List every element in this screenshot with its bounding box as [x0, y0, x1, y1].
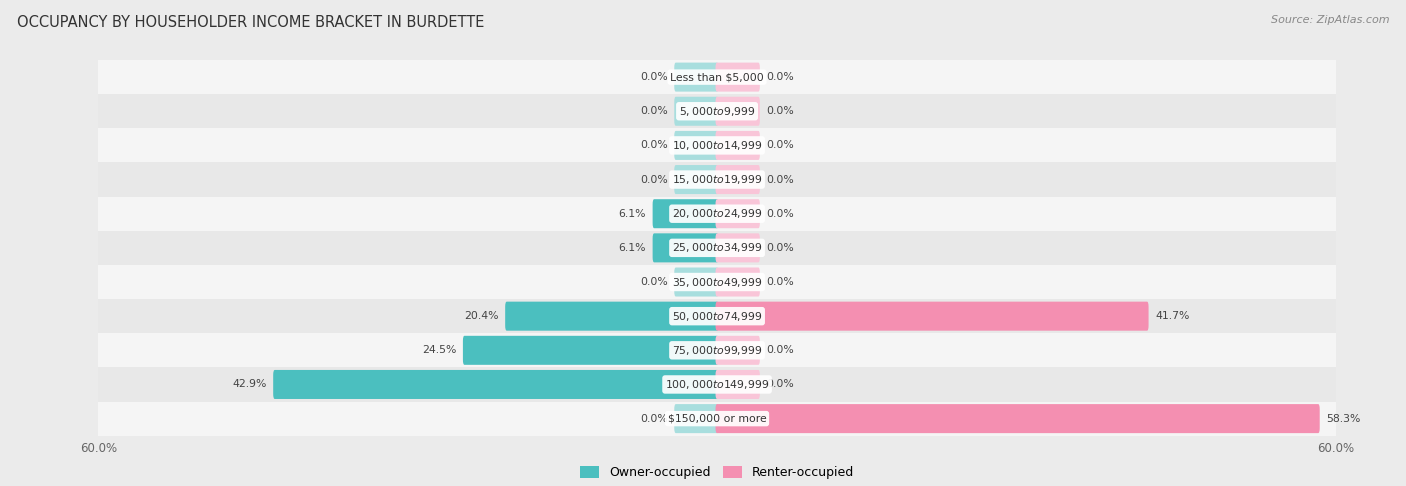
- Text: 0.0%: 0.0%: [766, 140, 794, 150]
- Text: 0.0%: 0.0%: [766, 106, 794, 116]
- Text: 42.9%: 42.9%: [232, 380, 267, 389]
- FancyBboxPatch shape: [675, 97, 718, 126]
- FancyBboxPatch shape: [652, 233, 718, 262]
- FancyBboxPatch shape: [716, 97, 759, 126]
- FancyBboxPatch shape: [716, 370, 759, 399]
- Text: OCCUPANCY BY HOUSEHOLDER INCOME BRACKET IN BURDETTE: OCCUPANCY BY HOUSEHOLDER INCOME BRACKET …: [17, 15, 484, 30]
- Text: 20.4%: 20.4%: [464, 311, 499, 321]
- FancyBboxPatch shape: [463, 336, 718, 365]
- Bar: [77, 367, 1357, 401]
- FancyBboxPatch shape: [716, 199, 759, 228]
- Text: 0.0%: 0.0%: [766, 243, 794, 253]
- Text: $15,000 to $19,999: $15,000 to $19,999: [672, 173, 762, 186]
- Text: 0.0%: 0.0%: [766, 72, 794, 82]
- Bar: [77, 197, 1357, 231]
- Text: 0.0%: 0.0%: [640, 277, 668, 287]
- Legend: Owner-occupied, Renter-occupied: Owner-occupied, Renter-occupied: [575, 461, 859, 484]
- Text: 0.0%: 0.0%: [766, 346, 794, 355]
- FancyBboxPatch shape: [716, 233, 759, 262]
- Text: 0.0%: 0.0%: [766, 277, 794, 287]
- Text: 0.0%: 0.0%: [766, 174, 794, 185]
- Bar: [77, 60, 1357, 94]
- Text: Source: ZipAtlas.com: Source: ZipAtlas.com: [1271, 15, 1389, 25]
- Text: 58.3%: 58.3%: [1326, 414, 1361, 424]
- Bar: [77, 94, 1357, 128]
- FancyBboxPatch shape: [716, 165, 759, 194]
- Text: 0.0%: 0.0%: [766, 208, 794, 219]
- Text: $35,000 to $49,999: $35,000 to $49,999: [672, 276, 762, 289]
- Text: 6.1%: 6.1%: [619, 243, 645, 253]
- FancyBboxPatch shape: [675, 404, 718, 433]
- Text: $25,000 to $34,999: $25,000 to $34,999: [672, 242, 762, 254]
- Text: $10,000 to $14,999: $10,000 to $14,999: [672, 139, 762, 152]
- Text: 0.0%: 0.0%: [766, 380, 794, 389]
- Text: $5,000 to $9,999: $5,000 to $9,999: [679, 105, 755, 118]
- Bar: [77, 333, 1357, 367]
- FancyBboxPatch shape: [675, 165, 718, 194]
- Text: Less than $5,000: Less than $5,000: [671, 72, 763, 82]
- Text: $100,000 to $149,999: $100,000 to $149,999: [665, 378, 769, 391]
- FancyBboxPatch shape: [675, 267, 718, 296]
- Bar: [77, 401, 1357, 435]
- Bar: [77, 265, 1357, 299]
- Text: 0.0%: 0.0%: [640, 140, 668, 150]
- FancyBboxPatch shape: [716, 63, 759, 92]
- Text: 0.0%: 0.0%: [640, 106, 668, 116]
- Text: $20,000 to $24,999: $20,000 to $24,999: [672, 207, 762, 220]
- Bar: [77, 128, 1357, 162]
- FancyBboxPatch shape: [675, 131, 718, 160]
- FancyBboxPatch shape: [505, 302, 718, 330]
- Text: 6.1%: 6.1%: [619, 208, 645, 219]
- Text: 0.0%: 0.0%: [640, 72, 668, 82]
- FancyBboxPatch shape: [716, 336, 759, 365]
- FancyBboxPatch shape: [652, 199, 718, 228]
- FancyBboxPatch shape: [675, 63, 718, 92]
- Text: $75,000 to $99,999: $75,000 to $99,999: [672, 344, 762, 357]
- FancyBboxPatch shape: [273, 370, 718, 399]
- Bar: [77, 299, 1357, 333]
- Text: $50,000 to $74,999: $50,000 to $74,999: [672, 310, 762, 323]
- Text: 24.5%: 24.5%: [422, 346, 456, 355]
- Text: 0.0%: 0.0%: [640, 174, 668, 185]
- Bar: [77, 231, 1357, 265]
- FancyBboxPatch shape: [716, 302, 1149, 330]
- Text: 0.0%: 0.0%: [640, 414, 668, 424]
- FancyBboxPatch shape: [716, 267, 759, 296]
- Text: $150,000 or more: $150,000 or more: [668, 414, 766, 424]
- FancyBboxPatch shape: [716, 131, 759, 160]
- Bar: [77, 162, 1357, 197]
- Text: 41.7%: 41.7%: [1156, 311, 1189, 321]
- FancyBboxPatch shape: [716, 404, 1320, 433]
